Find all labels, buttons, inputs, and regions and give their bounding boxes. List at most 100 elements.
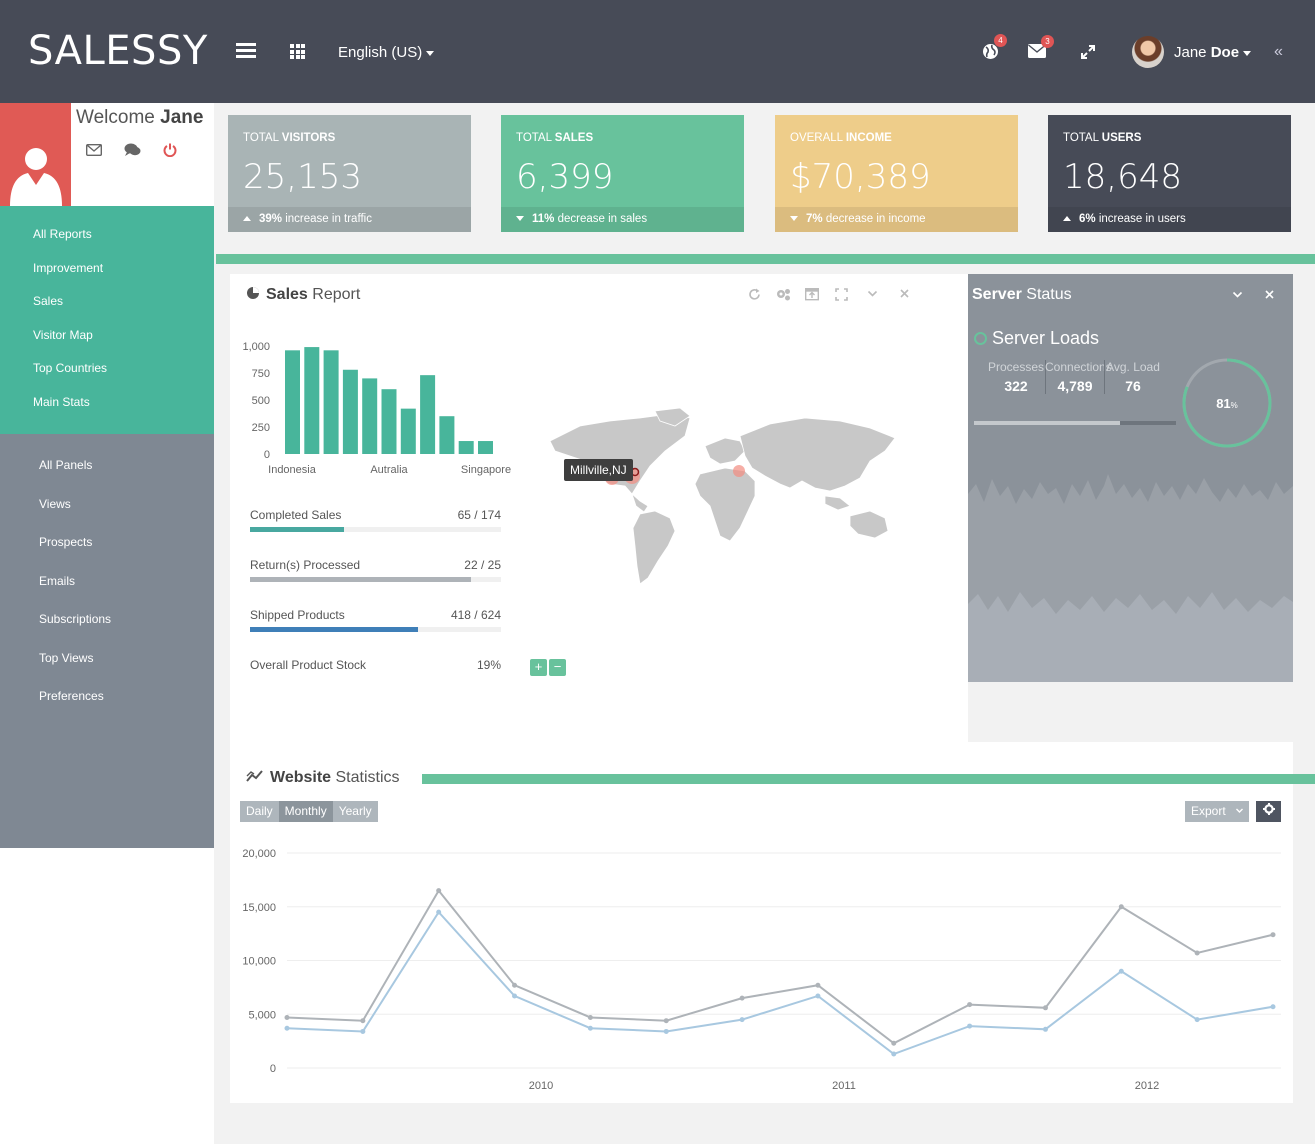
stat-value: $70,389 [790,157,931,197]
sidebar-item-top-views[interactable]: Top Views [39,650,94,665]
bar[interactable] [323,350,339,454]
sidebar: Welcome Jane All Reports Improvement Sal… [0,103,214,848]
y-tick-label: 5,000 [248,1009,276,1021]
chevron-down-icon[interactable] [867,288,878,302]
messages-button[interactable]: 3 [1028,35,1054,61]
data-point[interactable] [284,1025,290,1031]
range-yearly-button[interactable]: Yearly [332,801,378,822]
sidebar-item-subscriptions[interactable]: Subscriptions [39,612,112,626]
bar[interactable] [458,441,474,454]
bar[interactable] [381,389,397,454]
data-point[interactable] [967,1002,973,1008]
data-point[interactable] [663,1028,669,1034]
expand-icon[interactable] [835,288,848,304]
data-point[interactable] [891,1040,897,1046]
y-tick-label: 1,000 [242,341,270,353]
bar[interactable] [420,375,436,454]
sidebar-item-preferences[interactable]: Preferences [39,689,104,703]
data-point[interactable] [663,1018,669,1024]
data-point[interactable] [1118,968,1124,974]
data-point[interactable] [815,982,821,988]
data-point[interactable] [739,1017,745,1023]
sidebar-item-sales[interactable]: Sales [33,294,64,309]
bar[interactable] [342,369,358,454]
bar[interactable] [400,408,416,454]
data-point[interactable] [587,1025,593,1031]
status-ring-icon [974,332,987,345]
data-point[interactable] [436,909,442,915]
gauge-value: 81 [1216,396,1230,411]
range-monthly-button[interactable]: Monthly [278,801,333,822]
close-icon[interactable] [899,288,910,302]
sidebar-item-all-panels[interactable]: All Panels [39,458,93,472]
notifications-button[interactable]: 4 [982,34,1007,63]
language-label: English (US) [338,44,423,61]
notifications-badge: 4 [994,34,1007,47]
chart-settings-button[interactable] [1256,801,1281,822]
sidebar-item-visitor-map[interactable]: Visitor Map [33,327,93,342]
envelope-icon [1028,44,1046,58]
data-point[interactable] [739,995,745,1001]
sidebar-item-views[interactable]: Views [39,496,71,511]
language-selector[interactable]: English (US) [338,44,435,61]
website-statistics-line-chart: 20,000 15,000 10,000 5,000 0 2010 2011 2012 [242,848,1281,1092]
data-point[interactable] [1042,1026,1048,1032]
sidebar-item-top-countries[interactable]: Top Countries [33,361,108,376]
bar[interactable] [285,350,300,454]
y-tick-label: 750 [252,368,270,380]
refresh-icon[interactable] [748,288,761,304]
export-button[interactable]: Export [1185,801,1249,822]
zoom-out-button[interactable]: − [549,659,566,676]
sidebar-item-emails[interactable]: Emails [39,573,76,588]
popout-icon[interactable] [804,287,820,304]
data-point[interactable] [360,1018,366,1024]
data-point[interactable] [1042,1005,1048,1011]
data-point[interactable] [967,1023,973,1029]
map-marker[interactable] [733,465,745,477]
arrow-down-icon [516,216,524,221]
data-point[interactable] [1118,904,1124,910]
y-tick-label: 0 [270,1063,276,1075]
sidebar-item-prospects[interactable]: Prospects [39,535,93,549]
zoom-in-button[interactable]: + [530,659,547,676]
brand-logo[interactable]: SALESSY [28,28,208,74]
data-point[interactable] [1270,1004,1276,1010]
bar[interactable] [439,416,455,454]
data-point[interactable] [284,1014,290,1020]
bar[interactable] [362,378,378,454]
fullscreen-button[interactable] [1081,45,1095,62]
data-point[interactable] [1194,1017,1200,1023]
chevron-down-icon[interactable] [1232,289,1243,303]
sales-bar-chart: 1,000 750 500 250 0 Indonesia Autralia Singapor… [242,341,511,476]
arrow-down-icon [790,216,798,221]
data-point[interactable] [436,888,442,894]
gear-icon [1262,803,1275,815]
apps-grid-icon[interactable] [290,44,305,59]
world-map[interactable] [540,406,910,596]
section-divider [422,774,1315,784]
hamburger-menu-icon[interactable] [236,43,256,59]
chat-icon[interactable] [124,143,141,160]
power-icon[interactable] [163,143,177,160]
data-point[interactable] [815,993,821,999]
sidebar-item-main-stats[interactable]: Main Stats [33,394,90,409]
double-chevron-left-icon[interactable]: « [1274,43,1283,60]
data-point[interactable] [1194,950,1200,956]
sidebar-item-all-reports[interactable]: All Reports [33,227,92,241]
range-daily-button[interactable]: Daily [240,801,279,822]
sidebar-item-improvement[interactable]: Improvement [33,260,104,275]
data-point[interactable] [512,993,518,999]
close-icon[interactable] [1264,289,1275,303]
data-point[interactable] [360,1028,366,1034]
data-point[interactable] [587,1014,593,1020]
bar[interactable] [304,347,320,454]
data-point[interactable] [891,1051,897,1057]
avatar [1132,36,1164,68]
mail-icon[interactable] [85,143,103,160]
bar[interactable] [478,441,493,454]
data-point[interactable] [512,982,518,988]
server-load-area-chart [968,474,1293,682]
settings-icon[interactable] [776,288,791,304]
data-point[interactable] [1270,932,1276,938]
y-tick-label: 500 [252,395,270,407]
